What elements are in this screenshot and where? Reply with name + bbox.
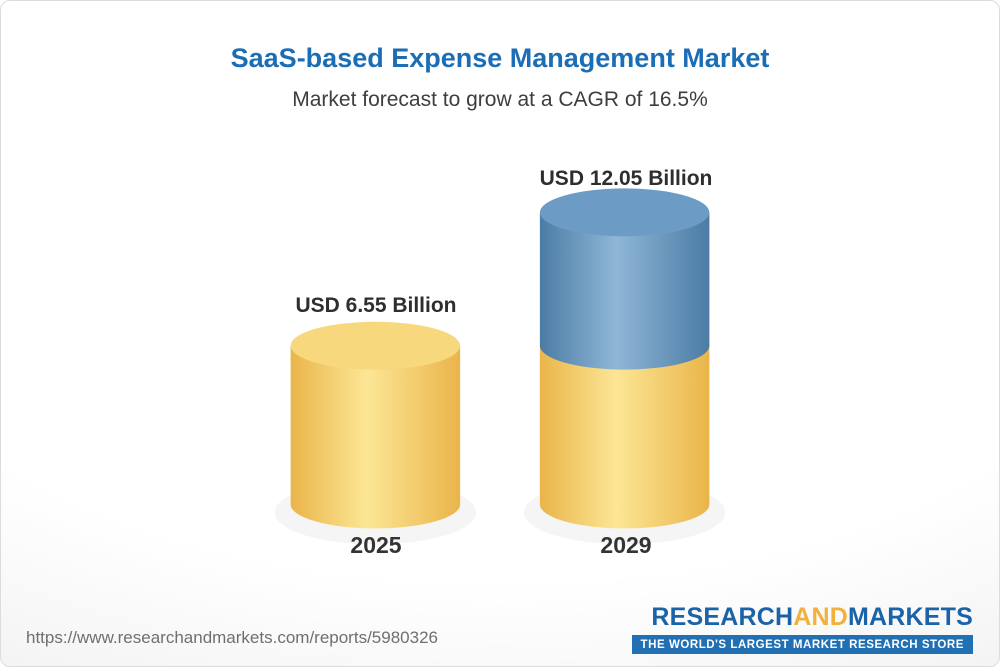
logo-word-markets: MARKETS <box>847 603 973 631</box>
logo-tagline: THE WORLD'S LARGEST MARKET RESEARCH STOR… <box>631 635 973 654</box>
report-url: https://www.researchandmarkets.com/repor… <box>26 628 438 647</box>
value-label-2025: USD 6.55 Billion <box>295 294 457 317</box>
category-label-2029: 2029 <box>600 532 652 558</box>
category-label-2025: 2025 <box>350 532 402 558</box>
value-label-2029: USD 12.05 Billion <box>539 167 713 190</box>
logo-word-and: AND <box>793 603 848 631</box>
chart-title: SaaS-based Expense Management Market <box>230 43 770 73</box>
company-logo: RESEARCHANDMARKETS THE WORLD'S LARGEST M… <box>631 603 973 654</box>
logo-wordmark: RESEARCHANDMARKETS <box>632 603 973 632</box>
logo-word-research: RESEARCH <box>651 603 794 631</box>
chart-subtitle: Market forecast to grow at a CAGR of 16.… <box>292 88 708 111</box>
